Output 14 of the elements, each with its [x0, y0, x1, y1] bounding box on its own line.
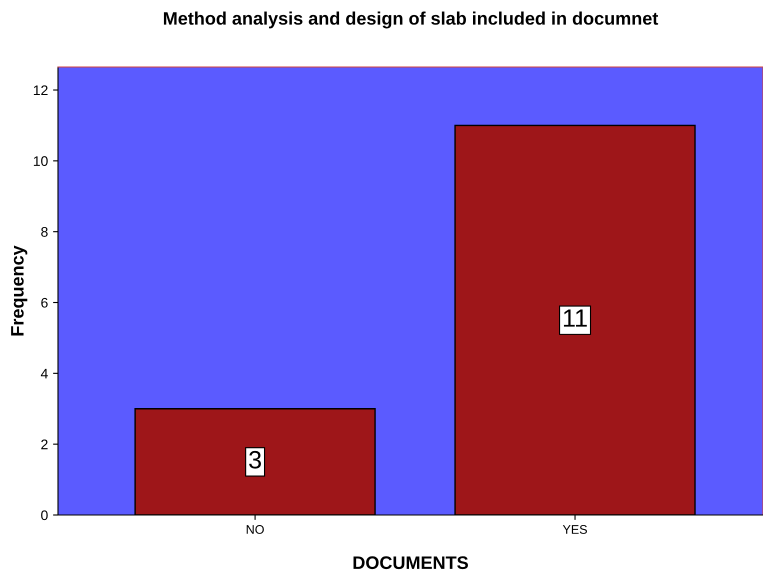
y-tick-label: 2	[41, 440, 48, 450]
y-tick-label: 0	[41, 510, 48, 520]
chart-title: Method analysis and design of slab included in documnet	[164, 12, 658, 28]
x-tick-label: NO	[246, 525, 264, 534]
y-tick-label: 8	[41, 227, 48, 237]
y-tick-label: 10	[34, 156, 48, 166]
y-tick-label: 12	[34, 85, 48, 96]
y-tick-label: 4	[40, 368, 48, 378]
y-tick-label: 6	[41, 298, 48, 308]
y-axis-title: Frequency	[11, 245, 28, 336]
x-tick-label: YES	[562, 525, 587, 534]
data-label: 3	[249, 450, 261, 469]
data-label: 11	[564, 309, 587, 327]
x-axis-title: DOCUMENTS	[354, 556, 468, 570]
